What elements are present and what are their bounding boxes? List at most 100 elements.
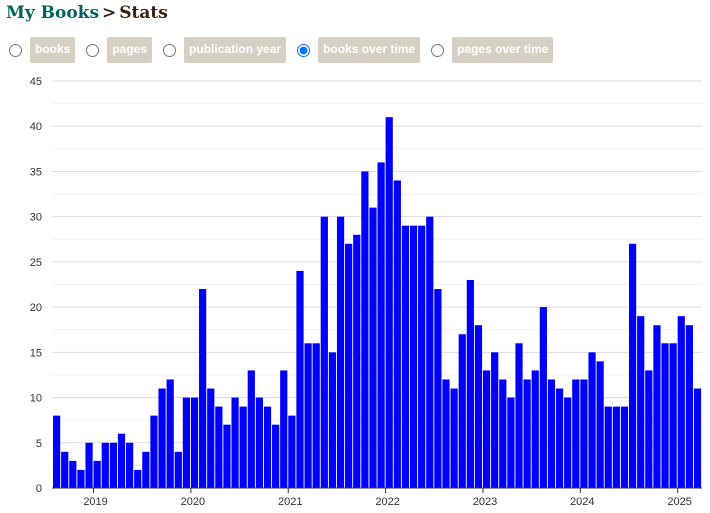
bar[interactable]: [418, 225, 426, 488]
bar[interactable]: [507, 397, 515, 488]
bar[interactable]: [555, 388, 564, 488]
bar[interactable]: [661, 343, 669, 488]
pages-over-time-label[interactable]: pages over time: [452, 37, 554, 63]
bar[interactable]: [336, 216, 345, 489]
bar[interactable]: [653, 325, 661, 488]
bar[interactable]: [385, 117, 393, 489]
bar[interactable]: [215, 406, 223, 488]
bar[interactable]: [288, 415, 296, 488]
bar[interactable]: [101, 442, 109, 488]
bar[interactable]: [474, 325, 483, 488]
option-books-over-time[interactable]: books over time: [297, 37, 421, 63]
bar[interactable]: [499, 379, 507, 488]
bar[interactable]: [628, 243, 637, 488]
bar[interactable]: [539, 307, 547, 488]
bar[interactable]: [515, 343, 523, 488]
bar[interactable]: [93, 460, 101, 488]
bar[interactable]: [604, 406, 612, 488]
bar[interactable]: [134, 469, 142, 488]
bar[interactable]: [126, 442, 134, 488]
bar[interactable]: [685, 325, 693, 488]
books-label[interactable]: books: [30, 37, 76, 63]
y-tick-label: 20: [30, 302, 42, 314]
bar[interactable]: [77, 469, 85, 488]
pages-label[interactable]: pages: [107, 37, 153, 63]
bar[interactable]: [353, 234, 361, 488]
bar[interactable]: [166, 379, 174, 488]
bar[interactable]: [669, 343, 677, 488]
bar[interactable]: [369, 207, 377, 488]
bar[interactable]: [53, 415, 61, 488]
bar[interactable]: [401, 225, 410, 488]
bar[interactable]: [677, 316, 685, 488]
bar[interactable]: [199, 289, 207, 488]
bar[interactable]: [620, 406, 629, 488]
bar[interactable]: [466, 279, 474, 488]
pages-radio[interactable]: [86, 43, 100, 57]
bar[interactable]: [223, 424, 231, 488]
bar[interactable]: [426, 216, 434, 489]
bar[interactable]: [117, 433, 126, 488]
bar[interactable]: [491, 352, 499, 488]
bar[interactable]: [393, 180, 401, 489]
bar[interactable]: [190, 397, 199, 488]
bar[interactable]: [564, 397, 572, 488]
bar[interactable]: [434, 289, 442, 488]
publication-year-radio[interactable]: [163, 43, 177, 57]
bar[interactable]: [263, 406, 272, 488]
my-books-link[interactable]: My Books: [6, 3, 100, 23]
bar[interactable]: [523, 379, 531, 488]
bar[interactable]: [442, 379, 450, 488]
bar[interactable]: [85, 442, 93, 488]
books-radio[interactable]: [9, 43, 22, 57]
option-pages[interactable]: pages: [86, 37, 153, 63]
bar[interactable]: [109, 442, 117, 488]
y-tick-label: 15: [30, 347, 42, 359]
bar[interactable]: [588, 352, 596, 488]
books-over-time-label[interactable]: books over time: [318, 37, 421, 63]
pages-over-time-radio[interactable]: [431, 43, 445, 57]
bar[interactable]: [296, 270, 304, 488]
option-books[interactable]: books: [9, 37, 76, 63]
bar[interactable]: [239, 406, 247, 488]
bar[interactable]: [304, 343, 312, 488]
bar[interactable]: [547, 379, 556, 488]
bar[interactable]: [328, 352, 337, 488]
bar[interactable]: [182, 397, 191, 488]
bar[interactable]: [458, 334, 466, 488]
bar[interactable]: [231, 397, 239, 488]
bar[interactable]: [247, 370, 255, 488]
bar[interactable]: [572, 379, 580, 488]
bar[interactable]: [377, 162, 385, 488]
bar[interactable]: [693, 388, 702, 488]
bar[interactable]: [450, 388, 458, 488]
y-tick-label: 0: [36, 483, 42, 495]
bar[interactable]: [207, 388, 215, 488]
bar[interactable]: [320, 216, 328, 489]
bar[interactable]: [255, 397, 264, 488]
bar[interactable]: [580, 379, 588, 488]
bar[interactable]: [361, 171, 369, 488]
bar[interactable]: [312, 343, 320, 488]
bar[interactable]: [142, 451, 150, 488]
bar[interactable]: [596, 361, 604, 488]
bar[interactable]: [645, 370, 653, 488]
bar[interactable]: [637, 316, 645, 488]
bar[interactable]: [150, 415, 158, 488]
bar[interactable]: [61, 451, 69, 488]
bar[interactable]: [409, 225, 418, 488]
option-pages-over-time[interactable]: pages over time: [431, 37, 554, 63]
bar[interactable]: [272, 424, 280, 488]
bar[interactable]: [69, 460, 77, 488]
bar[interactable]: [174, 451, 182, 488]
bar[interactable]: [345, 243, 353, 488]
bar[interactable]: [280, 370, 288, 488]
option-publication-year[interactable]: publication year: [163, 37, 287, 63]
y-tick-label: 30: [30, 212, 42, 224]
books-over-time-radio[interactable]: [297, 43, 311, 57]
publication-year-label[interactable]: publication year: [184, 37, 287, 63]
bar[interactable]: [612, 406, 620, 488]
bar[interactable]: [482, 370, 491, 488]
bar[interactable]: [531, 370, 539, 488]
bar[interactable]: [158, 388, 166, 488]
